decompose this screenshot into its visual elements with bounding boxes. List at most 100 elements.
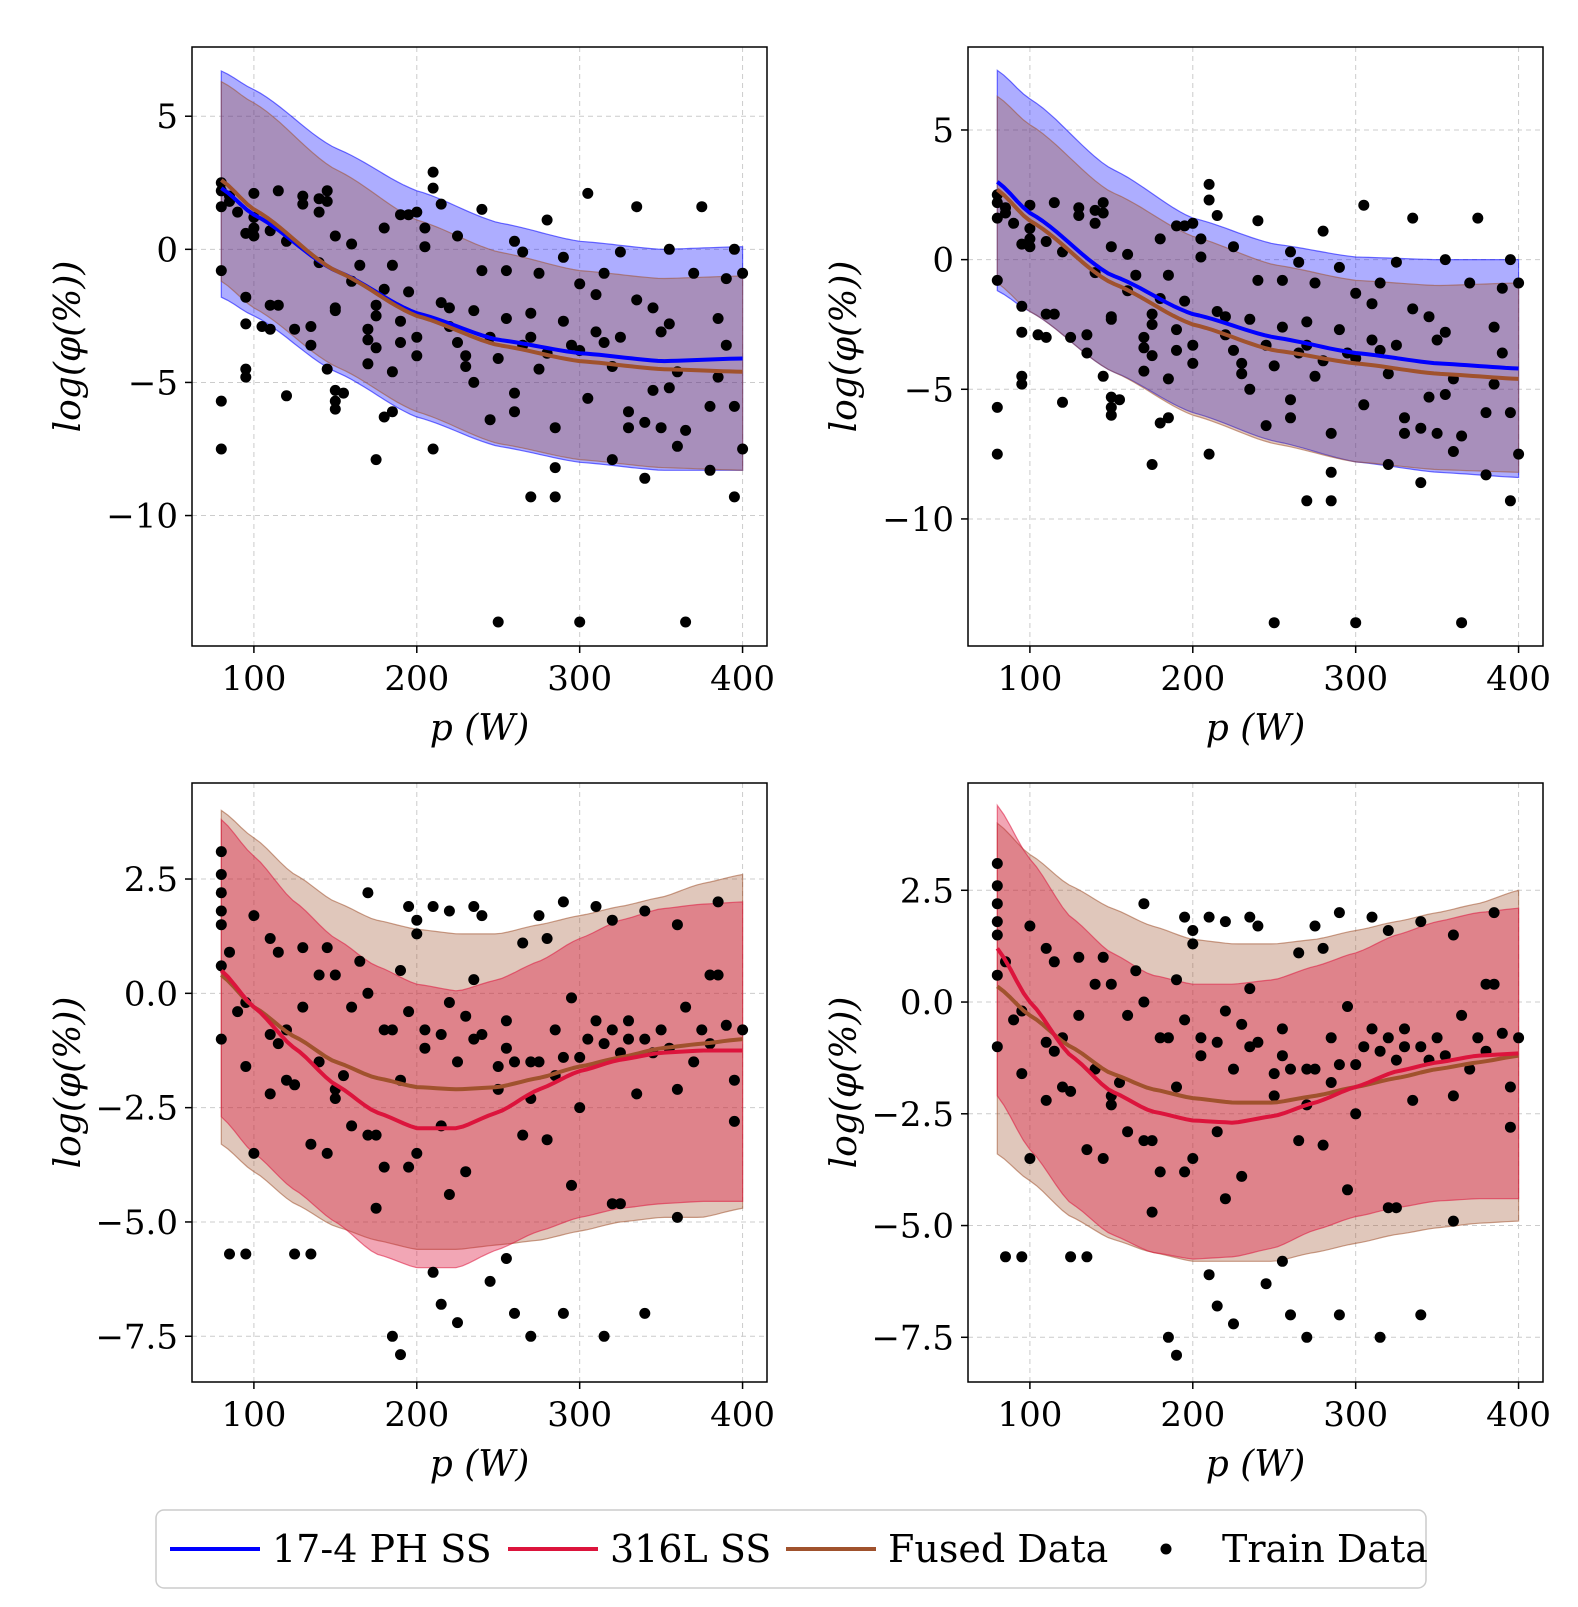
x-axis-label: p (W)	[430, 708, 530, 749]
train-point	[452, 230, 463, 242]
train-point	[1171, 974, 1182, 986]
train-point	[991, 448, 1003, 460]
train-point	[1285, 1309, 1296, 1321]
train-point	[1146, 459, 1158, 470]
train-point	[1040, 1036, 1052, 1048]
train-point	[370, 342, 382, 354]
x-tick-label: 400	[710, 1395, 775, 1435]
train-point	[411, 331, 423, 343]
train-point	[1350, 287, 1362, 299]
mean-line-316l-ss	[219, 969, 743, 1131]
train-point	[272, 1038, 284, 1050]
train-point	[224, 946, 235, 958]
train-point	[1488, 978, 1500, 990]
train-point	[590, 289, 602, 301]
train-point	[1447, 446, 1459, 457]
train-point	[329, 395, 341, 407]
train-point	[411, 1147, 423, 1159]
train-point	[639, 905, 651, 917]
train-point	[509, 406, 520, 418]
train-point	[476, 910, 488, 922]
train-point	[614, 1198, 626, 1210]
train-point	[1203, 1269, 1215, 1281]
train-point	[590, 326, 602, 338]
train-point	[1464, 277, 1476, 289]
train-point	[395, 209, 406, 221]
train-point	[1325, 427, 1337, 439]
legend-marker-train-data	[1160, 1543, 1172, 1555]
train-point	[1301, 316, 1313, 328]
train-point	[1285, 412, 1296, 424]
train-point	[655, 326, 667, 338]
train-point	[1325, 1077, 1337, 1088]
train-point	[655, 1024, 667, 1036]
train-point	[623, 1015, 634, 1027]
train-point	[468, 376, 480, 388]
train-point	[1203, 448, 1215, 460]
train-point	[443, 1189, 455, 1200]
x-axis-label: p (W)	[430, 1444, 530, 1485]
train-point	[509, 1056, 520, 1068]
train-point	[1105, 409, 1117, 421]
train-point	[557, 1051, 569, 1063]
train-point	[557, 896, 569, 908]
band-316l-ss	[996, 803, 1520, 1260]
train-point	[1187, 217, 1199, 229]
train-point	[1130, 965, 1142, 977]
train-point	[1162, 1331, 1174, 1343]
train-point	[1219, 1005, 1231, 1017]
train-point	[590, 1015, 602, 1027]
train-point	[1236, 1018, 1248, 1030]
train-point	[1008, 217, 1020, 229]
train-point	[688, 1056, 700, 1068]
train-point	[991, 969, 1003, 981]
train-point	[215, 887, 227, 899]
train-point	[264, 323, 276, 335]
train-point	[386, 406, 398, 418]
train-point	[1154, 1166, 1166, 1178]
train-point	[991, 274, 1003, 286]
train-point	[1048, 308, 1060, 320]
train-point	[248, 222, 260, 234]
train-point	[215, 905, 227, 917]
train-point	[452, 337, 463, 348]
train-point	[386, 366, 398, 378]
train-point	[386, 1024, 398, 1036]
train-point	[1504, 495, 1516, 507]
train-point	[240, 291, 252, 303]
train-point	[1057, 1081, 1068, 1093]
train-point	[509, 1307, 520, 1319]
train-point	[378, 411, 390, 423]
train-point	[215, 201, 227, 213]
train-point	[728, 491, 740, 503]
train-point	[517, 1129, 529, 1141]
x-tick-label: 200	[1160, 1395, 1225, 1435]
train-point	[1171, 1349, 1182, 1361]
train-point	[639, 1033, 651, 1045]
train-point	[1138, 331, 1150, 343]
train-point	[1301, 1063, 1313, 1075]
y-tick-label: 5	[932, 111, 954, 151]
train-point	[991, 401, 1003, 413]
train-point	[680, 1001, 692, 1013]
train-point	[1081, 1144, 1093, 1156]
train-point	[1057, 396, 1068, 408]
y-tick-label: −10	[882, 500, 954, 540]
train-point	[1431, 1032, 1443, 1044]
y-tick-label: 0	[932, 241, 954, 281]
train-point	[435, 297, 447, 309]
train-point	[403, 1161, 415, 1173]
train-point	[566, 1179, 577, 1191]
train-point	[1333, 1059, 1345, 1071]
train-point	[248, 910, 260, 922]
train-point	[500, 1253, 512, 1264]
train-point	[1187, 938, 1199, 950]
train-point	[1211, 1300, 1223, 1312]
train-point	[1325, 1032, 1337, 1044]
train-point	[991, 858, 1003, 869]
train-point	[1415, 422, 1427, 434]
legend-label-train-data: Train Data	[1222, 1527, 1428, 1571]
y-tick-label: 2.5	[900, 871, 954, 911]
train-point	[362, 987, 374, 999]
x-tick-label: 200	[384, 1395, 449, 1435]
